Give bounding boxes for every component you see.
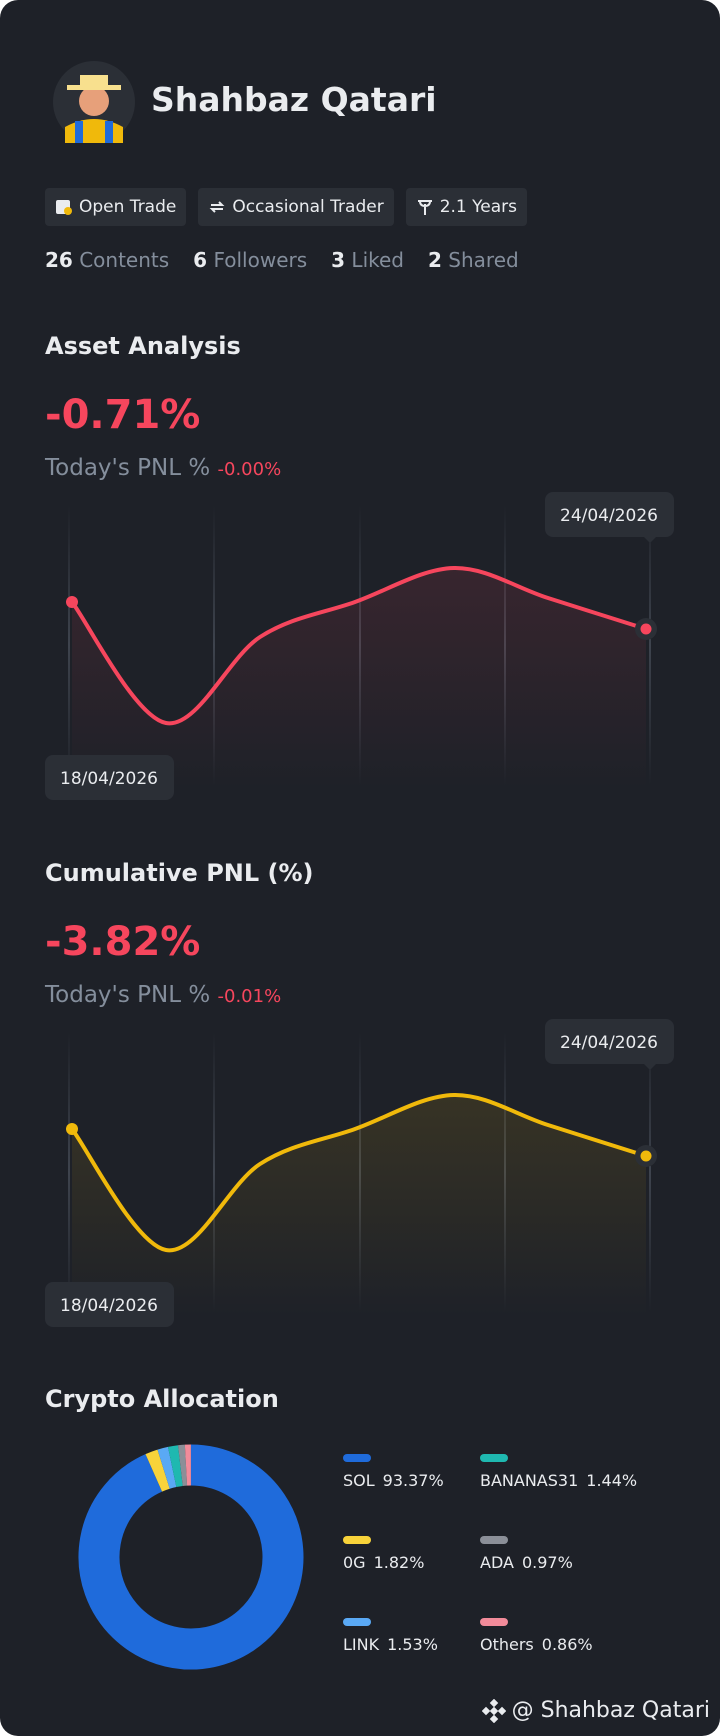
area	[72, 567, 646, 790]
line	[70, 565, 647, 726]
legend-swatch	[480, 1454, 508, 1462]
legend-value: 0.86%	[542, 1635, 593, 1654]
legend-label: LINK 1.53%	[343, 1635, 438, 1654]
tag-label: 2.1 Years	[439, 197, 517, 217]
legend-name: BANANAS31	[480, 1471, 578, 1490]
start-date: 18/04/2026	[60, 769, 158, 789]
legend-label: BANANAS31 1.44%	[480, 1471, 637, 1490]
line	[70, 1092, 647, 1253]
section-title: Cumulative PNL (%)	[45, 859, 314, 887]
tooltip-arrow	[644, 537, 656, 543]
start-dot	[66, 596, 78, 608]
pnl-value: -0.00%	[217, 459, 282, 480]
tags: Open Trade Occasional Trader 2.1 Years	[45, 188, 527, 226]
end-dot	[640, 1150, 652, 1162]
pnl-total: -3.82%	[45, 919, 201, 965]
legend-swatch	[343, 1536, 371, 1544]
tag-label: Open Trade	[79, 197, 177, 217]
stat-count: 2	[428, 248, 442, 272]
pnl-label: Today's PNL %	[45, 982, 211, 1008]
legend-value: 93.37%	[383, 1471, 444, 1490]
pnl-label: Today's PNL %	[45, 455, 211, 481]
stat-label: Shared	[448, 248, 519, 272]
allocation-chart: SOL 93.37% 0G 1.82% LINK 1.53% BANANAS31 1.44% A…	[78, 1444, 637, 1670]
pnl-today: Today's PNL % -0.01%	[45, 982, 281, 1008]
start-date: 18/04/2026	[60, 1296, 158, 1316]
stat: 3 Liked	[331, 248, 404, 272]
stat-label: Liked	[351, 248, 404, 272]
tooltip-arrow	[644, 1064, 656, 1070]
legend-label: SOL 93.37%	[343, 1471, 444, 1490]
legend-value: 0.97%	[522, 1553, 573, 1572]
legend-value: 1.53%	[387, 1635, 438, 1654]
stat-count: 26	[45, 248, 73, 272]
stat: 2 Shared	[428, 248, 519, 272]
stat-label: Contents	[79, 248, 170, 272]
pnl-today: Today's PNL % -0.00%	[45, 455, 281, 481]
line-chart: 24/04/2026 18/04/2026	[45, 492, 674, 800]
legend-name: Others	[480, 1635, 534, 1654]
legend-swatch	[343, 1454, 371, 1462]
footer: @ Shahbaz Qatari	[481, 1698, 710, 1723]
tag: 2.1 Years	[405, 188, 527, 226]
date-badge	[45, 755, 174, 800]
legend-value: 1.82%	[374, 1553, 425, 1572]
stat-count: 6	[193, 248, 208, 272]
tag: Open Trade	[45, 188, 187, 226]
date-badge	[45, 1282, 174, 1327]
donut-slice	[78, 1444, 304, 1670]
tooltip	[545, 1019, 674, 1064]
stat-count: 3	[331, 248, 346, 272]
end-dot	[640, 623, 652, 635]
legend-name: LINK	[343, 1635, 380, 1654]
area	[72, 1094, 646, 1317]
legend-value: 1.44%	[586, 1471, 637, 1490]
grid-line	[68, 505, 70, 785]
legend-swatch	[480, 1536, 508, 1544]
footer-text: @ Shahbaz Qatari	[511, 1698, 710, 1723]
stat: 26 Contents	[45, 248, 169, 272]
pnl-total: -0.71%	[45, 392, 201, 438]
grid-line	[213, 505, 215, 785]
grid-line	[649, 505, 651, 785]
end-date: 24/04/2026	[560, 506, 658, 526]
user-name: Shahbaz Qatari	[151, 80, 437, 119]
tag: Occasional Trader	[198, 188, 394, 226]
legend-label: ADA 0.97%	[480, 1553, 573, 1572]
legend-label: 0G 1.82%	[343, 1553, 424, 1572]
grid-line	[649, 1032, 651, 1312]
legend-name: 0G	[343, 1553, 366, 1572]
avatar	[53, 61, 135, 143]
grid-line	[213, 1032, 215, 1312]
donut-slice	[167, 1445, 183, 1488]
line-chart: 24/04/2026 18/04/2026	[45, 1019, 674, 1327]
tooltip	[545, 492, 674, 537]
tag-label: Occasional Trader	[232, 197, 384, 217]
stat-label: Followers	[213, 248, 308, 272]
legend-swatch	[480, 1618, 508, 1626]
section-title: Asset Analysis	[45, 332, 241, 360]
legend-name: SOL	[343, 1471, 375, 1490]
donut-slice	[157, 1446, 177, 1489]
legend-swatch	[343, 1618, 371, 1626]
end-date: 24/04/2026	[560, 1033, 658, 1053]
start-dot	[66, 1123, 78, 1135]
grid-line	[68, 1032, 70, 1312]
stats: 26 Contents 6 Followers 3 Liked 2 Shared	[45, 248, 519, 272]
section-title: Crypto Allocation	[45, 1385, 279, 1413]
stat: 6 Followers	[193, 248, 307, 272]
legend-label: Others 0.86%	[480, 1635, 593, 1654]
donut-slice	[145, 1449, 170, 1492]
pnl-value: -0.01%	[217, 986, 282, 1007]
legend-name: ADA	[480, 1553, 514, 1572]
